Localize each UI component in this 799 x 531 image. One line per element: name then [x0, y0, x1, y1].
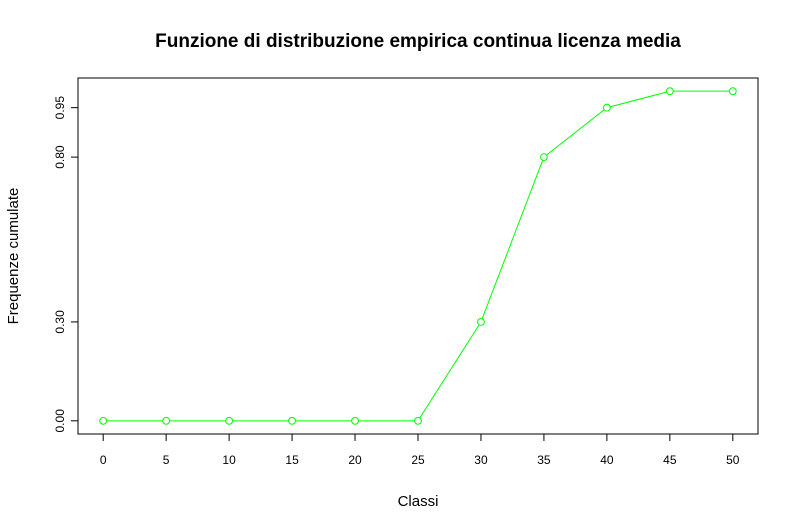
x-tick-label: 35 [537, 453, 551, 467]
line-segment [610, 91, 667, 108]
y-tick-label: 0.95 [53, 96, 67, 120]
x-tick-label: 40 [600, 453, 614, 467]
x-tick-label: 0 [100, 453, 107, 467]
chart-title: Funzione di distribuzione empirica conti… [155, 31, 681, 52]
x-tick-label: 5 [163, 453, 170, 467]
data-point [162, 416, 171, 425]
line-segment [481, 160, 544, 319]
y-tick-label: 0.80 [53, 145, 67, 169]
x-tick-label: 45 [663, 453, 677, 467]
series-line [99, 87, 737, 425]
x-tick-label: 20 [348, 453, 362, 467]
data-point [477, 318, 485, 326]
x-axis: 0 5 10 15 20 25 30 35 40 45 50 [100, 434, 740, 467]
data-point [540, 153, 548, 162]
y-tick-label: 0.00 [53, 409, 67, 433]
data-point [288, 416, 296, 425]
plot-frame [77, 77, 759, 435]
data-point [99, 416, 108, 425]
x-tick-label: 15 [285, 453, 299, 467]
line-segment [546, 109, 605, 156]
y-tick-label: 0.30 [53, 310, 67, 334]
x-tick-label: 50 [726, 453, 740, 467]
data-point [225, 416, 234, 425]
x-tick-label: 30 [474, 453, 488, 467]
data-point [351, 416, 359, 425]
data-point [602, 103, 611, 112]
x-axis-label: Classi [398, 493, 439, 510]
data-point [665, 87, 674, 96]
line-segment [419, 324, 480, 419]
y-axis-label: Frequenze cumulate [5, 188, 22, 325]
data-point [728, 87, 737, 96]
y-axis: 0.00 0.30 0.80 0.95 [53, 96, 78, 433]
x-tick-label: 25 [411, 453, 425, 467]
x-tick-label: 10 [222, 453, 236, 467]
data-point [414, 416, 422, 425]
